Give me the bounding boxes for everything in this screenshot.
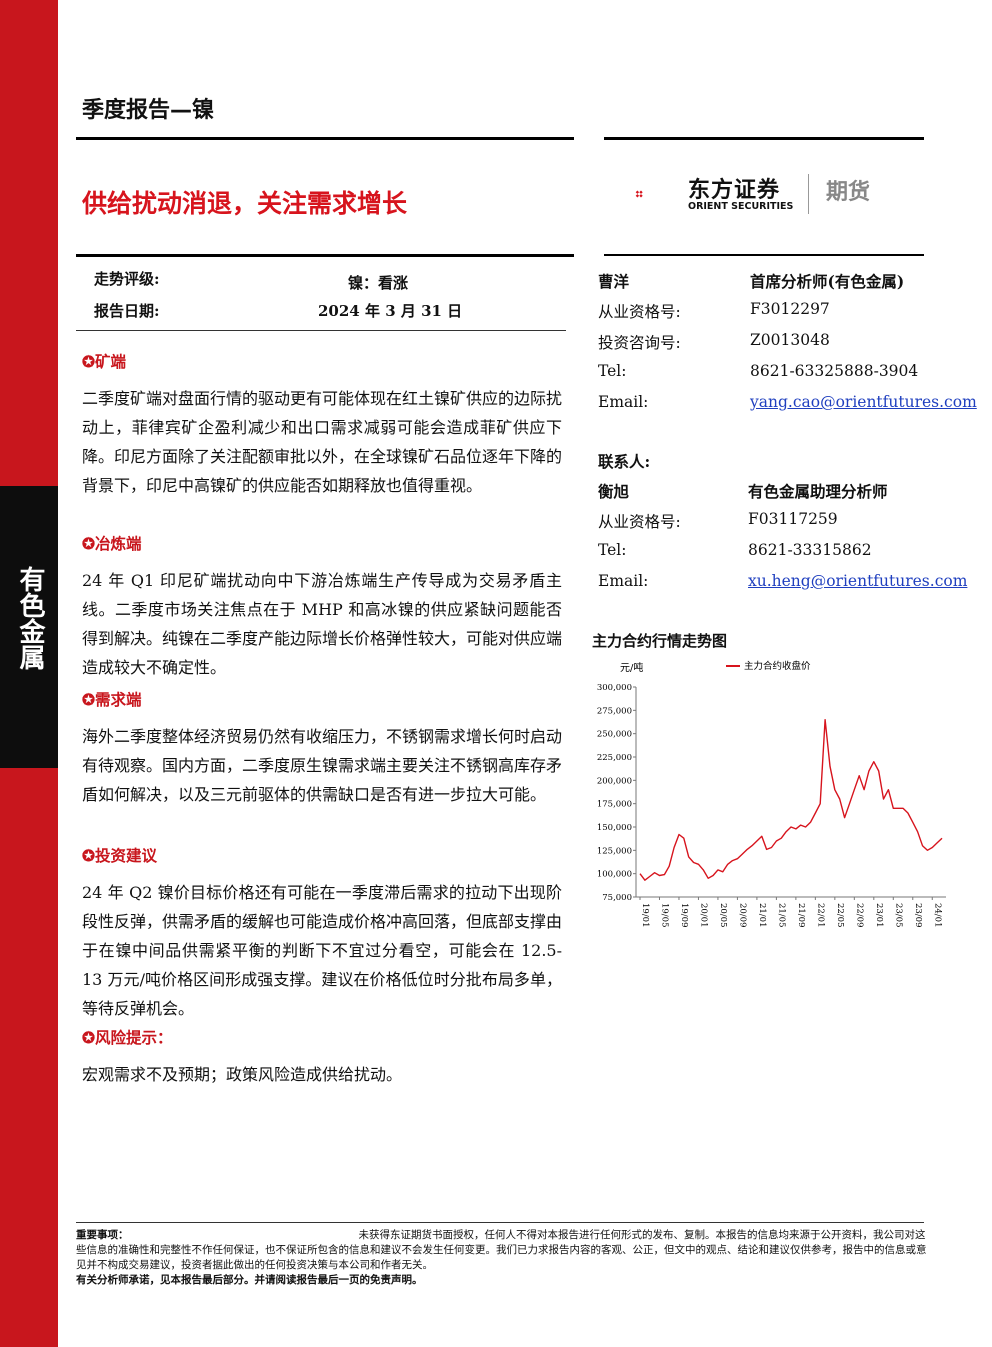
section-body-smelting: 24 年 Q1 印尼矿端扰动向中下游冶炼端生产传导成为交易矛盾主线。二季度市场关… <box>82 571 563 677</box>
contact-qual: F03117259 <box>748 510 838 528</box>
analyst-tel-label: Tel: <box>598 362 627 380</box>
contact-email-label: Email: <box>598 572 649 590</box>
date-label: 报告日期: <box>94 302 160 320</box>
x-tick-label: 23/01 <box>874 903 884 928</box>
section-title-mine: ✪矿端 <box>82 352 127 371</box>
y-tick-label: 300,000 <box>597 683 632 693</box>
x-tick-label: 21/05 <box>776 903 786 928</box>
report-type-title: 季度报告—镍 <box>82 98 215 123</box>
contact-tel: 8621-33315862 <box>748 541 872 559</box>
footer-analyst-note: 有关分析师承诺，见本报告最后部分。并请阅读报告最后一页的免责声明。 <box>76 1274 423 1286</box>
sidebar-black-block <box>0 486 58 768</box>
analyst-email-label: Email: <box>598 393 649 411</box>
x-tick-label: 23/05 <box>893 903 903 928</box>
logo-divider <box>808 174 809 214</box>
right-rule-top <box>604 254 924 256</box>
chart-title: 主力合约行情走势图 <box>592 632 728 650</box>
meta-rule-top <box>76 254 574 257</box>
x-tick-label: 22/09 <box>854 903 864 928</box>
logo-company-cn: 东方证券 <box>688 178 781 203</box>
y-tick-label: 75,000 <box>602 893 632 903</box>
report-headline: 供给扰动消退，关注需求增长 <box>82 189 408 218</box>
y-tick-label: 250,000 <box>597 730 632 740</box>
analyst-qual-label: 从业资格号: <box>598 303 681 321</box>
contact-email-link[interactable]: xu.heng@orientfutures.com <box>748 572 968 590</box>
price-chart: 元/吨 300,000 275,000 250,000 225,000 200,000 17… <box>597 660 946 928</box>
y-tick-label: 125,000 <box>597 846 632 856</box>
footer-text: 未获得东证期货书面授权，任何人不得对本报告进行任何形式的发布、复制。本报告的信息… <box>76 1229 927 1271</box>
analyst-consult: Z0013048 <box>750 331 830 349</box>
analyst-consult-label: 投资咨询号: <box>598 334 681 352</box>
x-tick-label: 20/05 <box>718 903 728 928</box>
y-tick-label: 200,000 <box>597 776 632 786</box>
star-icon: ✪ <box>82 534 95 553</box>
date-value: 2024 年 3 月 31 日 <box>318 302 463 320</box>
logo-division: 期货 <box>826 180 871 205</box>
section-body-investment: 24 年 Q2 镍价目标价格还有可能在一季度滞后需求的拉动下出现阶段性反弹，供需… <box>82 883 563 1018</box>
footer-heading: 重要事项： <box>76 1229 129 1241</box>
rating-label: 走势评级: <box>94 270 160 288</box>
analyst-email-link[interactable]: yang.cao@orientfutures.com <box>750 393 977 411</box>
star-icon: ✪ <box>82 352 95 371</box>
y-axis-unit: 元/吨 <box>620 661 643 674</box>
analyst-tel: 8621-63325888-3904 <box>750 362 919 380</box>
top-rule-right <box>604 137 924 140</box>
contact-name: 衡旭 <box>598 482 630 501</box>
x-tick-label: 21/09 <box>796 903 806 928</box>
contact-tel-label: Tel: <box>598 541 627 559</box>
footer-rule <box>76 1222 924 1223</box>
x-tick-label: 22/01 <box>815 903 825 928</box>
analyst-name: 曹洋 <box>598 272 630 291</box>
logo-company-en: ORIENT SECURITIES <box>688 201 794 212</box>
x-tick-label: 19/01 <box>640 903 650 928</box>
x-tick-label: 20/09 <box>737 903 747 928</box>
section-title-risk: ✪风险提示： <box>82 1028 173 1047</box>
y-tick-label: 150,000 <box>597 823 632 833</box>
x-tick-label: 20/01 <box>698 903 708 928</box>
contact-title: 有色金属助理分析师 <box>748 482 888 501</box>
x-tick-label: 23/09 <box>913 903 923 928</box>
rating-value: 镍：看涨 <box>348 274 409 292</box>
star-icon: ✪ <box>82 846 95 865</box>
footer-disclaimer: 重要事项： 未获得东证期货书面授权，任何人不得对本报告进行任何形式的发布、复制。本… <box>76 1228 928 1288</box>
y-tick-label: 225,000 <box>597 753 632 763</box>
section-title-investment: ✪投资建议 <box>82 846 158 865</box>
top-rule-left <box>76 137 574 140</box>
x-tick-label: 21/01 <box>757 903 767 928</box>
y-tick-label: 175,000 <box>597 800 632 810</box>
x-tick-label: 19/05 <box>659 903 669 928</box>
section-body-demand: 海外二季度整体经济贸易仍然有收缩压力，不锈钢需求增长何时启动有待观察。国内方面，… <box>82 727 563 804</box>
x-tick-label: 24/01 <box>932 903 942 928</box>
analyst-title: 首席分析师(有色金属) <box>750 272 905 291</box>
star-icon: ✪ <box>82 1028 95 1047</box>
y-tick-label: 275,000 <box>597 706 632 716</box>
section-title-smelting: ✪冶炼端 <box>82 534 142 553</box>
sidebar-sector-label: 有色金属 <box>15 566 45 670</box>
section-body-risk: 宏观需求不及预期；政策风险造成供给扰动。 <box>82 1065 403 1084</box>
logo-mark-icon <box>635 190 643 198</box>
y-tick-label: 100,000 <box>597 870 632 880</box>
company-logo <box>635 190 643 198</box>
star-icon: ✪ <box>82 690 95 709</box>
legend-label: 主力合约收盘价 <box>744 660 811 672</box>
x-tick-label: 19/09 <box>679 903 689 928</box>
x-tick-label: 22/05 <box>835 903 845 928</box>
section-body-mine: 二季度矿端对盘面行情的驱动更有可能体现在红土镍矿供应的边际扰动上，菲律宾矿企盈利… <box>82 389 563 495</box>
contact-qual-label: 从业资格号: <box>598 513 681 531</box>
series-line-close-price <box>639 718 943 881</box>
contact-heading: 联系人: <box>598 452 651 471</box>
meta-rule-bottom <box>76 330 566 331</box>
section-title-demand: ✪需求端 <box>82 690 142 709</box>
analyst-qual: F3012297 <box>750 300 830 318</box>
